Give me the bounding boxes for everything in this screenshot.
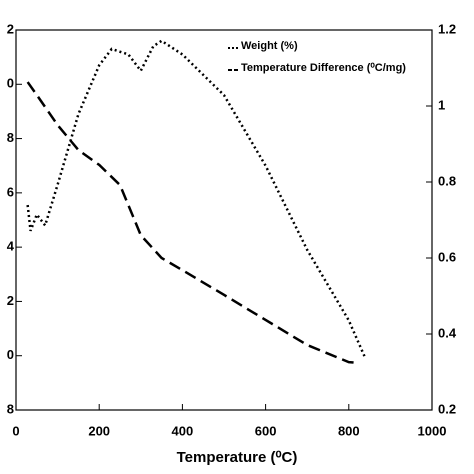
y2-tick-label: 1.2 [438,21,456,36]
y-tick-label: 4 [7,239,15,254]
x-tick-label: 800 [338,423,360,438]
x-tick-label: 200 [88,423,110,438]
y-tick-label: 2 [7,21,14,36]
x-tick-label: 600 [255,423,277,438]
y2-tick-label: 0.4 [438,325,457,340]
y2-tick-label: 1 [438,97,445,112]
plot-frame [15,29,433,411]
y-tick-label: 8 [7,130,14,145]
y-tick-label: 2 [7,293,14,308]
x-tick-label: 0 [12,423,19,438]
y2-tick-label: 0.2 [438,401,456,416]
y-tick-label: 0 [7,76,14,91]
y2-tick-label: 0.8 [438,173,456,188]
legend-label: Temperature Difference (⁰C/mg) [241,62,406,74]
x-tick-label: 1000 [418,423,447,438]
y-tick-label: 8 [7,401,14,416]
y2-tick-label: 0.6 [438,249,456,264]
y-tick-label: 0 [7,347,14,362]
x-axis-label: Temperature (⁰C) [177,449,298,466]
legend-label: Weight (%) [241,40,298,52]
x-tick-label: 400 [172,423,194,438]
series-line [26,81,358,365]
series-line [26,39,367,359]
y-tick-label: 6 [7,184,14,199]
